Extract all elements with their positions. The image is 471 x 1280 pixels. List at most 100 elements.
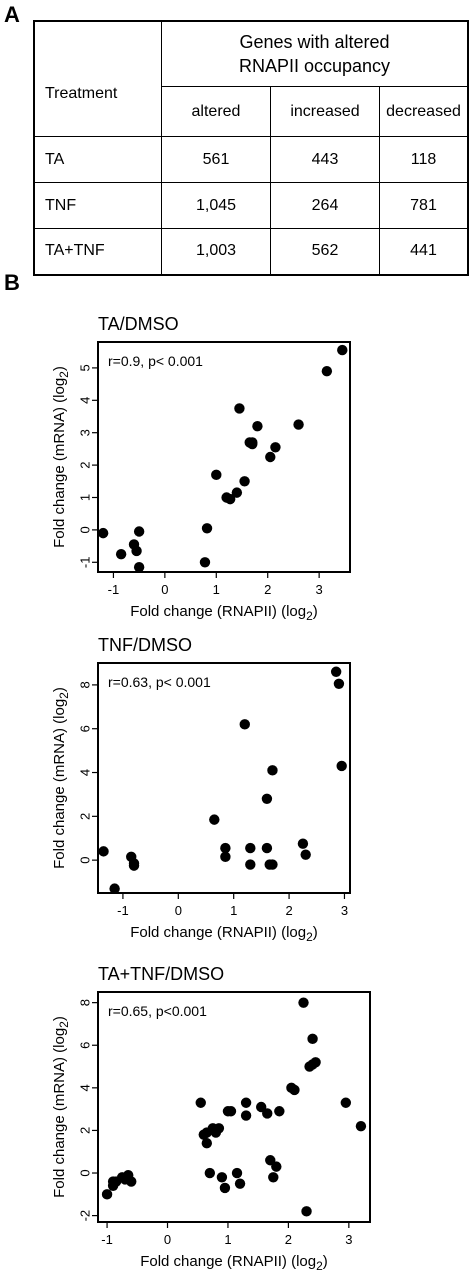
data-point <box>109 883 120 894</box>
data-point <box>355 1120 367 1132</box>
increased-cell: 443 <box>270 136 380 183</box>
treatment-header-cell: Treatment <box>33 20 162 137</box>
increased-header: increased <box>270 86 380 137</box>
data-point <box>307 1033 318 1045</box>
data-point <box>340 1097 352 1108</box>
x-tick-label: 2 <box>285 903 292 918</box>
data-point <box>240 1097 252 1108</box>
data-point <box>131 545 142 557</box>
scatter-plot-tnf-dmso: TNF/DMSO r=0.63, p< 0.001 -1 0 1 2 3 0 2 4 6 8 Fold … <box>51 635 351 944</box>
x-tick-label: 2 <box>285 1232 292 1247</box>
y-tick-label: 8 <box>77 681 92 688</box>
y-tick-label: 4 <box>77 1084 92 1091</box>
plot-title: TNF/DMSO <box>98 635 192 655</box>
y-tick-label: 2 <box>77 813 92 820</box>
data-point <box>240 1110 252 1121</box>
occupancy-table: Treatment Genes with altered RNAPII occu… <box>33 20 469 276</box>
x-tick-label: 0 <box>161 582 168 597</box>
increased-cell: 562 <box>270 228 380 275</box>
x-tick-label: 1 <box>213 582 220 597</box>
data-point <box>97 527 109 539</box>
data-point <box>195 1097 206 1108</box>
y-axis-label: Fold change (mRNA) (log2) <box>51 1016 71 1198</box>
x-tick-label: 3 <box>341 903 348 918</box>
data-point <box>220 842 231 854</box>
y-tick-label: 3 <box>77 429 92 436</box>
data-point <box>231 1167 243 1179</box>
x-axis-label: Fold change (RNAPII) (log2) <box>130 924 318 944</box>
y-axis-label: Fold change (mRNA) (log2) <box>51 366 71 548</box>
occupancy-header-line1: Genes with altered <box>239 32 390 52</box>
x-tick-label: -1 <box>108 582 120 597</box>
data-point <box>330 666 342 677</box>
data-point <box>115 548 127 560</box>
data-point <box>245 859 256 870</box>
data-point <box>224 493 236 505</box>
y-tick-label: 1 <box>77 494 92 501</box>
occupancy-table-container: Treatment Genes with altered RNAPII occu… <box>33 20 469 276</box>
occupancy-header-line2: RNAPII occupancy <box>238 56 391 76</box>
data-point <box>201 1138 212 1149</box>
data-point <box>234 403 245 414</box>
treatment-cell: TA+TNF <box>33 228 162 275</box>
correlation-annotation: r=0.65, p<0.001 <box>108 1003 207 1019</box>
data-point <box>252 421 263 432</box>
x-tick-label: 1 <box>224 1232 231 1247</box>
x-axis-label: Fold change (RNAPII) (log2) <box>140 1253 328 1273</box>
data-point <box>209 814 220 825</box>
data-point <box>239 719 250 730</box>
data-point <box>271 1161 282 1172</box>
data-point <box>239 476 250 487</box>
decreased-cell: 118 <box>379 136 469 183</box>
increased-cell: 264 <box>270 182 380 229</box>
y-tick-label: 6 <box>77 725 92 732</box>
y-tick-label: 6 <box>77 1042 92 1049</box>
decreased-cell: 441 <box>379 228 469 275</box>
data-point <box>300 849 311 860</box>
data-point <box>333 678 345 690</box>
y-tick-label: 0 <box>77 1169 92 1176</box>
table-row: TA+TNF 1,003 562 441 <box>33 228 469 275</box>
altered-cell: 561 <box>161 136 271 183</box>
treatment-cell: TA <box>33 136 162 183</box>
y-tick-label: 0 <box>77 526 92 533</box>
data-point <box>262 1108 273 1119</box>
correlation-annotation: r=0.63, p< 0.001 <box>108 674 211 690</box>
y-tick-label: 2 <box>77 461 92 468</box>
y-tick-label: 0 <box>77 857 92 864</box>
data-point <box>321 365 333 377</box>
y-tick-label: 5 <box>77 364 92 371</box>
y-tick-label: -1 <box>77 557 92 569</box>
data-point <box>199 557 211 568</box>
data-point <box>270 442 281 453</box>
data-point <box>98 846 109 857</box>
data-point <box>211 469 222 481</box>
x-tick-label: 3 <box>316 582 323 597</box>
data-point <box>274 1106 285 1117</box>
data-point <box>289 1084 300 1096</box>
data-point <box>133 526 145 537</box>
panel-b-letter: B <box>4 270 20 295</box>
x-tick-label: -1 <box>101 1232 113 1247</box>
altered-cell: 1,045 <box>161 182 271 229</box>
table-row: TNF 1,045 264 781 <box>33 182 469 229</box>
x-tick-label: 1 <box>230 903 237 918</box>
scatter-plot-ta-dmso: TA/DMSO r=0.9, p< 0.001 -1 0 1 2 3 -1 0 1 2 3 4 5 Fold… <box>51 314 351 623</box>
data-point <box>126 1176 137 1187</box>
data-point <box>247 438 258 450</box>
data-point <box>336 760 347 772</box>
data-point <box>128 860 140 871</box>
data-point <box>268 1172 279 1183</box>
data-point <box>293 419 304 430</box>
x-tick-label: 0 <box>164 1232 171 1247</box>
data-point <box>310 1057 321 1068</box>
y-tick-label: -2 <box>77 1210 92 1222</box>
panel-a-letter: A <box>4 2 20 27</box>
x-tick-label: 3 <box>345 1232 352 1247</box>
scatter-plot-ta-tnf-dmso: TA+TNF/DMSO r=0.65, p<0.001 -1 0 1 2 3 -2 0 2 4 6 8 F… <box>51 964 371 1273</box>
data-point <box>213 1123 225 1134</box>
y-tick-label: 2 <box>77 1127 92 1134</box>
occupancy-header-cell: Genes with altered RNAPII occupancy <box>161 20 469 87</box>
table-row: TA 561 443 118 <box>33 136 469 183</box>
treatment-header: Treatment <box>45 85 118 102</box>
